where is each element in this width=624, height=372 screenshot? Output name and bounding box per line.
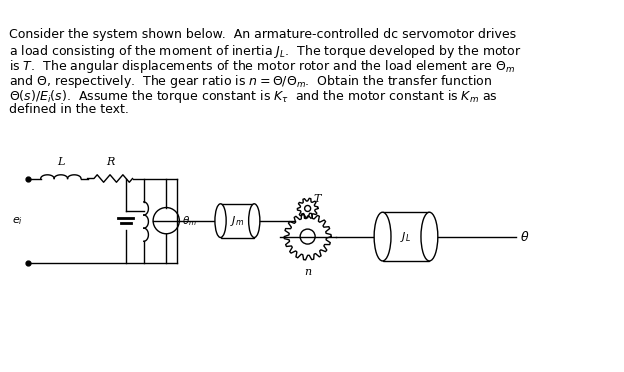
Ellipse shape bbox=[421, 212, 438, 261]
Text: defined in the text.: defined in the text. bbox=[9, 103, 129, 116]
Text: R: R bbox=[106, 157, 114, 167]
Text: n: n bbox=[304, 267, 311, 278]
Text: $\Theta(s)/E_i(s)$.  Assume the torque constant is $K_\tau$  and the motor const: $\Theta(s)/E_i(s)$. Assume the torque co… bbox=[9, 88, 497, 105]
Bar bbox=[220, 204, 254, 237]
Text: is $T$.  The angular displacements of the motor rotor and the load element are $: is $T$. The angular displacements of the… bbox=[9, 58, 515, 75]
Text: and $\Theta$, respectively.  The gear ratio is $n=\Theta/\Theta_m$.  Obtain the : and $\Theta$, respectively. The gear rat… bbox=[9, 73, 492, 90]
Text: $\theta_m$: $\theta_m$ bbox=[182, 214, 197, 228]
Text: $J_L$: $J_L$ bbox=[401, 230, 411, 244]
Ellipse shape bbox=[374, 212, 391, 261]
Text: a load consisting of the moment of inertia $J_L$.  The torque developed by the m: a load consisting of the moment of inert… bbox=[9, 43, 522, 60]
Bar bbox=[383, 212, 429, 261]
Text: $J_m$: $J_m$ bbox=[230, 214, 245, 228]
Text: $e_i$: $e_i$ bbox=[12, 215, 23, 227]
Text: Consider the system shown below.  An armature-controlled dc servomotor drives: Consider the system shown below. An arma… bbox=[9, 28, 516, 41]
Ellipse shape bbox=[248, 204, 260, 237]
Text: L: L bbox=[57, 157, 64, 167]
Ellipse shape bbox=[215, 204, 226, 237]
Text: T: T bbox=[313, 194, 321, 204]
Text: $\theta$: $\theta$ bbox=[520, 230, 530, 244]
